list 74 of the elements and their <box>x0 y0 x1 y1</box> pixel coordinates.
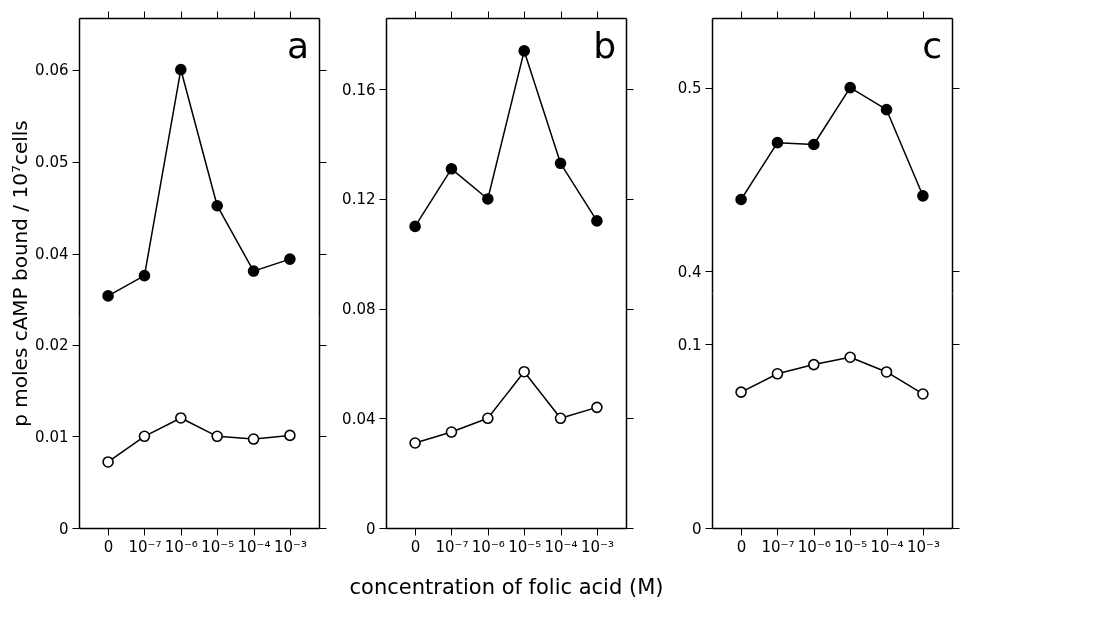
y-tick-label: 0.1 <box>677 335 702 354</box>
point <box>518 365 530 378</box>
point <box>284 429 296 442</box>
y-tick-label: 0 <box>691 519 702 538</box>
point <box>409 220 421 233</box>
x-tick-label: 10⁻³ <box>273 537 307 556</box>
point <box>175 63 187 76</box>
point <box>409 437 421 449</box>
y-axis-title: p moles cAMP bound / 10⁷cells <box>8 120 33 427</box>
point <box>808 358 820 371</box>
y-tick-label: 0.06 <box>35 61 69 80</box>
y-tick-label: 0 <box>58 519 69 538</box>
point <box>138 430 151 443</box>
point <box>917 388 929 400</box>
x-tick-label: 10⁻⁷ <box>128 537 162 556</box>
point <box>482 412 494 425</box>
x-tick-label: 10⁻⁷ <box>761 537 795 556</box>
x-tick-label: 10⁻⁴ <box>544 537 578 556</box>
y-tick-label: 0.02 <box>35 336 69 355</box>
point <box>211 199 223 212</box>
x-tick-label: 10⁻⁴ <box>870 537 904 556</box>
x-tick-label: 10⁻⁶ <box>797 537 831 556</box>
y-tick-label: 0.5 <box>677 79 702 98</box>
point <box>247 433 260 445</box>
point <box>844 81 856 94</box>
point <box>445 163 458 175</box>
y-tick-label: 0.16 <box>342 80 376 99</box>
point <box>880 366 893 378</box>
y-tick-label: 0.12 <box>342 190 376 209</box>
point <box>591 401 603 414</box>
x-axis-title: concentration of folic acid (M) <box>349 574 664 599</box>
annotation: a <box>286 25 309 66</box>
point <box>771 136 784 149</box>
annotation: b <box>593 25 616 66</box>
x-tick-label: 10⁻⁵ <box>834 537 868 556</box>
point <box>591 215 603 227</box>
x-tick-label: 10⁻⁵ <box>201 537 235 556</box>
point <box>284 253 296 265</box>
x-tick-label: 10⁻⁶ <box>164 537 198 556</box>
point <box>247 265 260 277</box>
point <box>211 430 223 443</box>
y-tick-label: 0.01 <box>35 427 69 446</box>
y-tick-label: 0.05 <box>35 153 69 172</box>
point <box>735 386 747 398</box>
point <box>445 426 458 438</box>
x-tick-label: 10⁻³ <box>906 537 940 556</box>
x-tick-label: 0 <box>736 537 747 556</box>
point <box>917 190 929 202</box>
y-tick-label: 0 <box>365 519 376 538</box>
point <box>175 412 187 424</box>
point <box>518 45 530 57</box>
point <box>102 456 114 468</box>
x-tick-label: 10⁻⁴ <box>237 537 271 556</box>
point <box>138 269 151 282</box>
x-tick-label: 0 <box>103 537 114 556</box>
annotation: c <box>922 25 942 66</box>
point <box>482 193 494 205</box>
point <box>735 193 747 206</box>
point <box>880 103 893 116</box>
x-tick-label: 10⁻³ <box>580 537 614 556</box>
x-tick-label: 10⁻⁶ <box>471 537 505 556</box>
point <box>554 412 567 425</box>
x-tick-label: 10⁻⁷ <box>435 537 469 556</box>
y-tick-label: 0.4 <box>677 262 702 281</box>
y-tick-label: 0.04 <box>342 409 376 428</box>
point <box>102 290 114 302</box>
point <box>844 351 856 364</box>
y-tick-label: 0.08 <box>342 300 376 319</box>
point <box>554 157 567 170</box>
point <box>771 367 784 380</box>
x-tick-label: 0 <box>410 537 421 556</box>
x-tick-label: 10⁻⁵ <box>508 537 542 556</box>
point <box>808 138 820 151</box>
y-tick-label: 0.04 <box>35 245 69 264</box>
